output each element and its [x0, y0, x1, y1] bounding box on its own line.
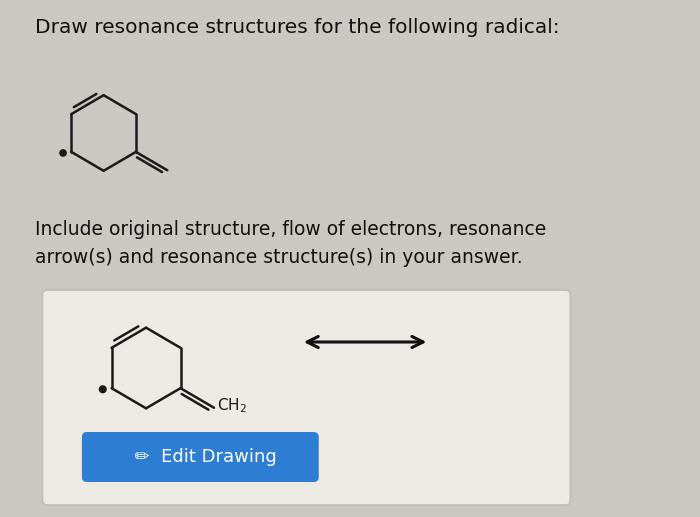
Circle shape: [60, 150, 66, 156]
Text: Include original structure, flow of electrons, resonance
arrow(s) and resonance : Include original structure, flow of elec…: [34, 220, 546, 267]
Text: ✏  Edit Drawing: ✏ Edit Drawing: [123, 448, 277, 466]
Text: CH$_2$: CH$_2$: [217, 397, 247, 415]
Circle shape: [99, 386, 106, 392]
Text: Draw resonance structures for the following radical:: Draw resonance structures for the follow…: [34, 18, 559, 37]
FancyBboxPatch shape: [43, 290, 570, 505]
FancyBboxPatch shape: [82, 432, 318, 482]
